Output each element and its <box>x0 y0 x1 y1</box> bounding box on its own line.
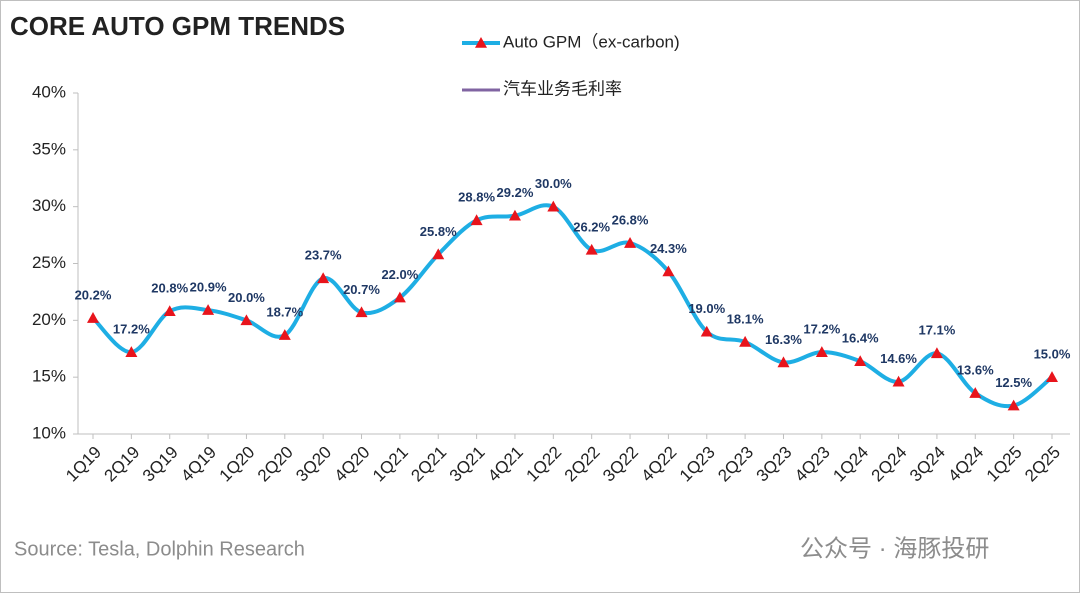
data-label: 17.2% <box>113 322 150 337</box>
marker <box>508 209 521 221</box>
y-tick-label: 20% <box>32 310 66 329</box>
data-label: 25.8% <box>420 224 457 239</box>
data-label: 16.4% <box>842 331 879 346</box>
marker <box>739 335 752 347</box>
data-label: 26.8% <box>612 212 649 227</box>
data-label: 22.0% <box>381 267 418 282</box>
marker <box>240 314 253 326</box>
data-label: 15.0% <box>1034 347 1071 362</box>
marker <box>700 325 713 337</box>
y-tick-label: 40% <box>32 82 66 101</box>
data-label: 17.2% <box>803 322 840 337</box>
marker <box>930 347 943 359</box>
y-tick-label: 15% <box>32 367 66 386</box>
y-tick-label: 35% <box>32 139 66 158</box>
marker <box>125 346 138 357</box>
chart-title: CORE AUTO GPM TRENDS <box>10 11 345 41</box>
marker <box>854 355 867 367</box>
marker <box>278 329 291 340</box>
data-label: 20.2% <box>75 287 112 302</box>
marker <box>355 306 368 318</box>
marker <box>585 243 598 255</box>
y-tick-label: 25% <box>32 253 66 272</box>
marker <box>892 375 905 387</box>
y-tick-label: 30% <box>32 196 66 215</box>
marker <box>87 312 99 323</box>
data-label: 20.8% <box>151 281 188 296</box>
data-label: 20.9% <box>190 280 227 295</box>
y-tick-label: 10% <box>32 423 66 442</box>
data-label: 23.7% <box>305 248 342 263</box>
legend-marker <box>475 37 487 48</box>
data-label: 26.2% <box>573 219 610 234</box>
series-line <box>91 203 1054 409</box>
data-label: 14.6% <box>880 351 917 366</box>
legend-label: 汽车业务毛利率 <box>503 79 622 98</box>
data-label: 28.8% <box>458 190 495 205</box>
data-label: 20.0% <box>228 290 265 305</box>
data-label: 18.1% <box>727 311 764 326</box>
marker <box>1007 399 1020 411</box>
marker <box>163 305 176 317</box>
marker <box>317 272 330 284</box>
marker <box>432 248 445 260</box>
marker <box>624 237 637 248</box>
marker <box>969 387 982 398</box>
data-label: 18.7% <box>266 305 303 320</box>
data-label: 17.1% <box>918 323 955 338</box>
marker <box>1046 371 1058 382</box>
marker <box>393 291 406 303</box>
data-label: 13.6% <box>957 363 994 378</box>
data-label: 29.2% <box>497 185 534 200</box>
data-label: 12.5% <box>995 375 1032 390</box>
marker <box>777 356 790 368</box>
data-label: 20.7% <box>343 282 380 297</box>
source: Source: Tesla, Dolphin Research <box>14 538 305 560</box>
marker <box>815 346 828 357</box>
footer: 公众号 · 海豚投研 <box>800 535 989 562</box>
marker <box>202 304 215 315</box>
marker <box>662 265 675 277</box>
legend-label: Auto GPM（ex-carbon) <box>503 32 680 51</box>
data-label: 24.3% <box>650 241 687 256</box>
data-label: 30.0% <box>535 176 572 191</box>
marker <box>470 214 483 226</box>
marker <box>547 200 560 212</box>
data-label: 16.3% <box>765 332 802 347</box>
data-label: 19.0% <box>688 301 725 316</box>
